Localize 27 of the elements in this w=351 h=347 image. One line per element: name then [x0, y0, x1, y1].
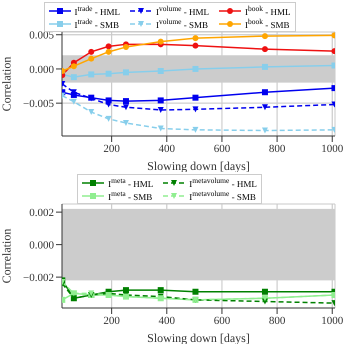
legend-label: I$^{metavolume}$ - HML [189, 176, 257, 189]
y-axis-title: Correlation [0, 56, 14, 112]
x-tick-label: 1000 [321, 142, 344, 155]
legend-label: I$^{book}$ - HML [245, 4, 290, 17]
y-tick-label: 0.000 [29, 240, 54, 252]
y-tick-label: 0.002 [29, 207, 54, 220]
legend-label: I$^{book}$ - SMB [245, 17, 290, 30]
legend-label: I$^{meta}$ - HML [108, 176, 154, 189]
x-tick-label: 400 [158, 142, 176, 155]
legend-label: I$^{volume}$ - SMB [156, 17, 208, 30]
x-tick-label: 600 [214, 142, 231, 155]
legend-label: I$^{trade}$ - SMB [74, 17, 120, 30]
y-tick-label: 0.000 [29, 64, 54, 76]
x-tick-label: 1000 [321, 314, 344, 327]
y-tick-label: −0.002 [23, 272, 54, 284]
x-tick-label: 200 [103, 142, 120, 155]
x-tick-label: 400 [158, 314, 176, 327]
legend-label: I$^{trade}$ - HML [74, 4, 120, 17]
legend-label: I$^{volume}$ - HML [156, 4, 209, 17]
x-tick-label: 800 [268, 314, 286, 327]
x-tick-label: 800 [268, 142, 286, 155]
y-tick-label: −0.005 [23, 98, 54, 110]
legend-label: I$^{meta}$ - SMB [108, 189, 152, 202]
x-tick-label: 200 [103, 314, 120, 327]
y-axis-title: Correlation [0, 228, 14, 284]
legend-label: I$^{metavolume}$ - SMB [189, 189, 256, 202]
x-tick-label: 600 [214, 314, 231, 327]
